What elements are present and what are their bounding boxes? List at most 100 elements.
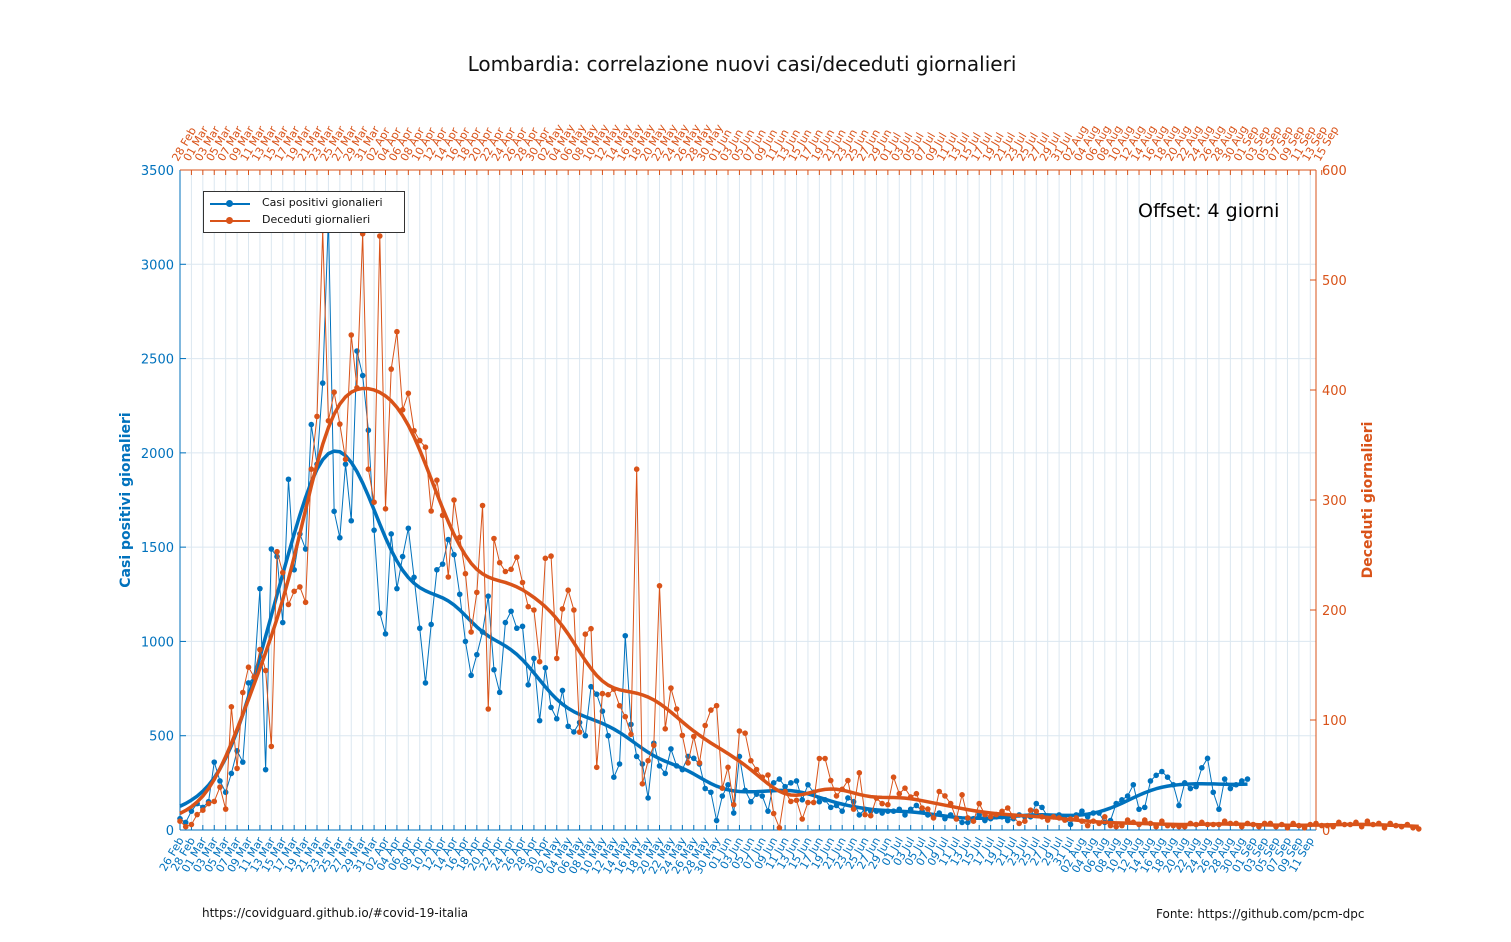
deaths-data-point <box>702 722 708 729</box>
cases-data-point <box>633 753 640 760</box>
cases-data-point <box>1084 814 1091 820</box>
legend-deaths-label: Deceduti giornalieri <box>262 213 371 226</box>
deaths-data-point <box>628 731 634 738</box>
deaths-data-point <box>799 816 806 822</box>
deaths-data-point <box>1387 820 1394 827</box>
deaths-data-point <box>200 807 206 813</box>
deaths-data-point <box>285 601 292 608</box>
cases-data-point <box>1170 781 1177 788</box>
deaths-data-point <box>651 742 657 749</box>
deaths-data-point <box>1039 814 1045 820</box>
deaths-data-point <box>656 583 663 589</box>
deaths-data-point <box>679 732 686 739</box>
cases-data-point <box>839 808 845 814</box>
cases-data-point <box>1238 778 1245 784</box>
cases-data-point <box>1141 804 1148 811</box>
cases-data-point <box>434 566 440 573</box>
deaths-data-point <box>1410 825 1416 831</box>
deaths-data-point <box>890 774 897 780</box>
deaths-data-point <box>394 328 400 335</box>
deaths-data-point <box>982 811 988 818</box>
cases-data-point <box>668 746 674 752</box>
cases-data-point <box>782 783 788 790</box>
cases-data-point <box>371 527 377 533</box>
cases-data-point <box>879 810 885 816</box>
cases-data-point <box>645 795 651 801</box>
deaths-data-point <box>571 607 577 613</box>
deaths-data-point <box>816 755 823 762</box>
deaths-data-point <box>616 702 623 709</box>
cases-data-point <box>1176 802 1182 809</box>
cases-data-point <box>348 517 355 524</box>
left-tick-label: 0 <box>166 824 174 839</box>
cases-data-point <box>359 372 366 379</box>
deaths-data-point <box>605 691 611 698</box>
cases-data-point <box>439 561 446 567</box>
deaths-data-point <box>302 599 309 606</box>
left-tick-label: 2000 <box>141 447 174 462</box>
right-tick-label: 500 <box>1322 274 1347 289</box>
cases-data-point <box>907 806 914 813</box>
deaths-data-point <box>907 794 914 800</box>
deaths-data-point <box>405 390 412 397</box>
deaths-data-point <box>947 800 954 807</box>
deaths-data-point <box>725 764 731 771</box>
deaths-data-point <box>953 816 960 822</box>
offset-annotation: Offset: 4 giorni <box>1138 200 1280 222</box>
right-tick-label: 200 <box>1322 604 1347 619</box>
cases-data-point <box>925 812 931 818</box>
cases-data-point <box>822 797 828 803</box>
deaths-data-point <box>896 790 903 797</box>
cases-data-point <box>1090 810 1097 816</box>
deaths-data-point <box>1176 823 1182 830</box>
deaths-data-point <box>1130 819 1137 826</box>
deaths-data-point <box>451 497 457 503</box>
cases-data-point <box>690 755 697 762</box>
deaths-data-point <box>257 646 263 653</box>
cases-data-point <box>451 551 457 558</box>
cases-data-point <box>222 789 229 796</box>
cases-data-point <box>257 585 263 592</box>
cases-data-point <box>268 546 275 552</box>
cases-data-point <box>725 781 731 788</box>
cases-data-point <box>211 759 218 765</box>
cases-data-point <box>896 806 903 813</box>
deaths-data-point <box>228 704 235 710</box>
deaths-data-point <box>399 407 406 413</box>
deaths-data-point <box>1136 821 1142 828</box>
cases-data-point <box>1004 817 1011 824</box>
deaths-data-point <box>462 570 469 577</box>
cases-data-point <box>753 791 760 797</box>
cases-data-point <box>399 553 406 560</box>
deaths-data-point <box>1004 805 1011 811</box>
deaths-data-point <box>645 757 651 764</box>
deaths-data-point <box>1307 821 1314 828</box>
deaths-data-point <box>753 766 760 773</box>
deaths-data-point <box>1010 814 1017 820</box>
cases-data-point <box>342 461 349 467</box>
deaths-data-point <box>1187 820 1194 827</box>
cases-data-point <box>1130 781 1137 788</box>
footer-source-link[interactable]: https://covidguard.github.io/#covid-19-i… <box>202 906 469 920</box>
cases-data-point <box>799 797 806 803</box>
left-tick-label: 3000 <box>141 258 174 273</box>
deaths-data-point <box>308 466 315 473</box>
cases-data-point <box>354 348 360 354</box>
deaths-data-point <box>1016 820 1022 827</box>
deaths-data-point <box>1238 823 1245 830</box>
deaths-data-point <box>987 814 994 820</box>
deaths-data-point <box>382 506 389 512</box>
cases-data-point <box>525 682 532 688</box>
cases-data-point <box>616 761 623 767</box>
cases-data-point <box>1153 772 1159 779</box>
cases-data-point <box>228 770 235 777</box>
cases-data-point <box>536 717 543 724</box>
cases-data-point <box>365 427 372 434</box>
deaths-data-point <box>685 760 691 766</box>
deaths-data-point <box>776 825 783 831</box>
deaths-data-point <box>696 760 703 766</box>
deaths-data-point <box>1284 825 1291 831</box>
deaths-data-point <box>411 427 417 434</box>
cases-data-point <box>474 651 480 658</box>
